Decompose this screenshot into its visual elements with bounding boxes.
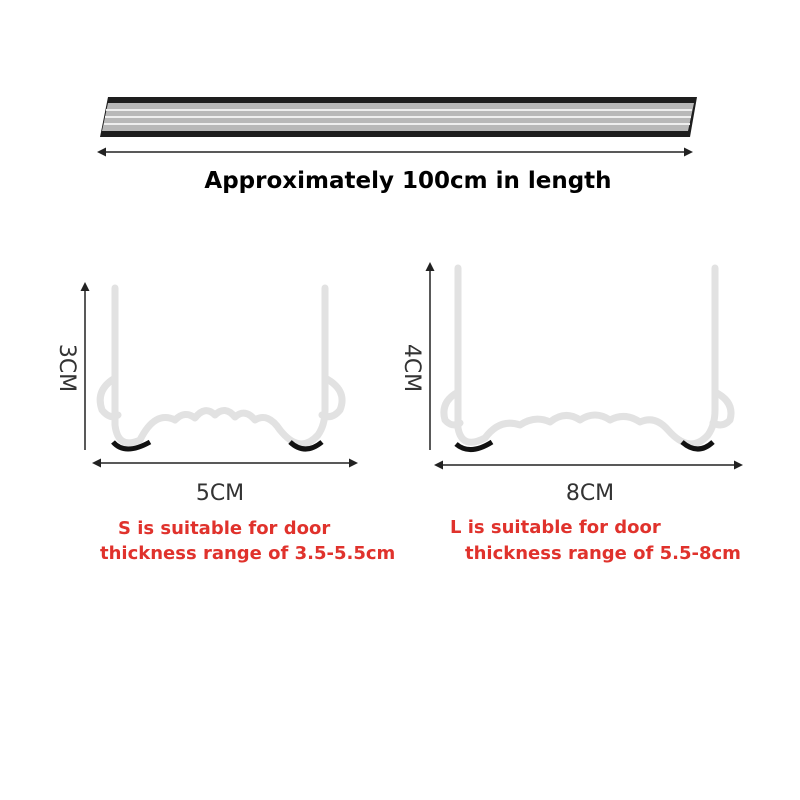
note: thickness range of 5.5-8cm <box>465 543 741 564</box>
title: Approximately 100cm in length <box>204 168 611 194</box>
width-label: 8CM <box>566 481 614 506</box>
strip <box>100 97 697 137</box>
note: thickness range of 3.5-5.5cm <box>100 543 395 564</box>
note: S is suitable for door <box>118 518 330 539</box>
large-profile: 4CM 8CM L is suitable for door thickness… <box>399 262 743 564</box>
small-profile: 3CM 5CM S is suitable for door thickness… <box>54 282 395 564</box>
height-label: 4CM <box>399 344 424 392</box>
height-label: 3CM <box>54 344 79 392</box>
note: L is suitable for door <box>450 517 661 538</box>
width-label: 5CM <box>196 481 244 506</box>
